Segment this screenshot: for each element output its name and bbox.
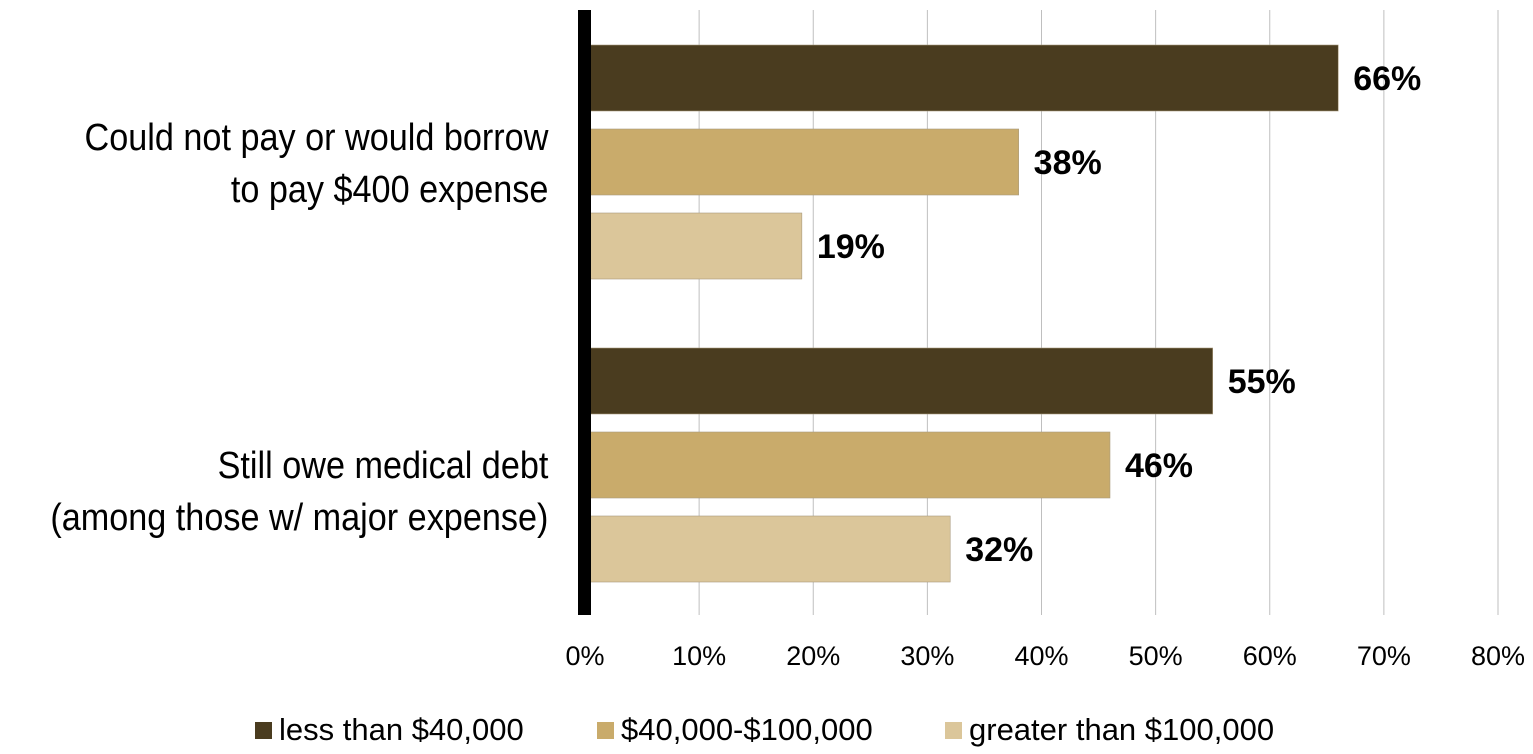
x-tick-label-3: 30% (900, 641, 954, 671)
legend-swatch-0 (255, 721, 272, 739)
category-label-1-line-1: Still owe medical debt (217, 445, 548, 487)
category-label-1-line-2: (among those w/ major expense) (49, 497, 548, 539)
category-label-0: Could not pay or would borrow to pay $40… (84, 112, 548, 216)
category-label-1: Still owe medical debt (among those w/ m… (50, 440, 548, 544)
legend-label-2: greater than $100,000 (969, 712, 1275, 747)
x-tick-label-6: 60% (1243, 641, 1297, 671)
data-label-0-0: 66% (1353, 60, 1421, 98)
data-label-2-1: 32% (965, 531, 1033, 569)
data-label-2-0: 19% (817, 228, 885, 266)
legend-item-2: greater than $100,000 (945, 712, 1274, 748)
y-axis-line (578, 10, 591, 615)
x-tick-label-0: 0% (565, 641, 604, 671)
bar-0-0 (584, 44, 1339, 112)
x-tick-label-5: 50% (1129, 641, 1183, 671)
legend-item-0: less than $40,000 (255, 712, 524, 748)
x-tick-label-7: 70% (1357, 641, 1411, 671)
bar-0-1 (584, 347, 1213, 415)
legend-swatch-1 (597, 721, 614, 739)
legend-label-1: $40,000-$100,000 (621, 712, 873, 747)
data-label-1-0: 38% (1034, 144, 1102, 182)
data-label-1-1: 46% (1125, 447, 1193, 485)
x-tick-label-4: 40% (1014, 641, 1068, 671)
x-tick-label-2: 20% (786, 641, 840, 671)
data-label-0-1: 55% (1228, 363, 1296, 401)
legend: less than $40,000 $40,000-$100,000 great… (0, 712, 1533, 754)
x-tick-label-1: 10% (672, 641, 726, 671)
bar-2-0 (584, 212, 803, 280)
legend-swatch-2 (945, 721, 962, 739)
legend-item-1: $40,000-$100,000 (597, 712, 873, 748)
bar-1-0 (584, 128, 1019, 196)
x-tick-label-8: 80% (1471, 641, 1525, 671)
bar-1-1 (584, 431, 1111, 499)
category-label-0-line-1: Could not pay or would borrow (84, 117, 548, 159)
legend-label-0: less than $40,000 (279, 712, 524, 747)
chart-svg: 66% 55% 38% 46% 19% 32% 0% 10% 20% 30% 40% 50% 60% 70… (565, 10, 1525, 671)
bar-2-1 (584, 515, 951, 583)
category-label-0-line-2: to pay $400 expense (230, 169, 548, 211)
